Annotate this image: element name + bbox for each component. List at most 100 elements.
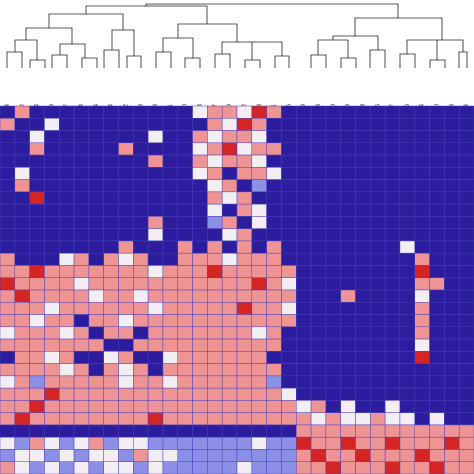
heatmap-cell — [133, 265, 149, 278]
heatmap-cell — [14, 400, 30, 413]
heatmap-cell — [429, 461, 445, 474]
heatmap-cell — [296, 252, 312, 266]
heatmap-cell — [88, 375, 104, 389]
heatmap-cell — [266, 118, 282, 131]
heatmap-cell — [266, 154, 282, 168]
heatmap-cell — [88, 363, 104, 377]
heatmap-cell — [73, 436, 90, 450]
heatmap-cell — [14, 179, 30, 193]
heatmap-cell — [118, 326, 134, 340]
heatmap-cell — [147, 387, 164, 401]
heatmap-cell — [325, 105, 341, 119]
heatmap-cell — [251, 461, 267, 474]
heatmap-cell — [281, 179, 297, 193]
heatmap-cell — [251, 302, 267, 315]
heatmap-cell — [266, 461, 282, 474]
heatmap-cell — [14, 154, 30, 168]
heatmap-cell — [162, 130, 178, 144]
heatmap-cell — [251, 326, 267, 340]
heatmap-cell — [73, 289, 90, 303]
heatmap-cell — [414, 461, 430, 474]
heatmap-cell — [177, 105, 193, 119]
heatmap-cell — [296, 105, 312, 119]
heatmap-cell — [73, 252, 90, 266]
heatmap-cell — [44, 154, 60, 168]
heatmap-cell — [14, 387, 30, 401]
heatmap-cell — [414, 289, 430, 303]
heatmap-cell — [236, 105, 253, 119]
heatmap-cell — [147, 154, 164, 168]
heatmap-cell — [59, 363, 75, 377]
heatmap-cell — [444, 461, 460, 474]
heatmap-cell — [458, 412, 474, 426]
heatmap-cell — [296, 400, 312, 413]
heatmap-cell — [384, 167, 401, 180]
heatmap-cell — [355, 228, 371, 242]
heatmap-cell — [0, 412, 16, 426]
heatmap-cell — [236, 351, 253, 364]
heatmap-cell — [429, 265, 445, 278]
heatmap-cell — [414, 142, 430, 156]
heatmap-cell — [310, 375, 327, 389]
heatmap-cell — [59, 387, 75, 401]
heatmap-cell — [221, 400, 238, 413]
heatmap-cell — [118, 142, 134, 156]
heatmap-cell — [133, 277, 149, 291]
heatmap-cell — [162, 154, 178, 168]
heatmap-cell — [296, 228, 312, 242]
heatmap-cell — [29, 154, 45, 168]
heatmap-cell — [310, 314, 327, 328]
heatmap-cell — [14, 142, 30, 156]
heatmap-cell — [133, 375, 149, 389]
heatmap-cell — [133, 449, 149, 462]
heatmap-cell — [207, 105, 223, 119]
heatmap-cell — [236, 277, 253, 291]
heatmap-cell — [458, 167, 474, 180]
heatmap-cell — [340, 289, 356, 303]
heatmap-cell — [59, 118, 75, 131]
heatmap-cell — [414, 118, 430, 131]
heatmap-cell — [429, 387, 445, 401]
heatmap-cell — [370, 375, 386, 389]
heatmap-cell — [266, 240, 282, 254]
heatmap-cell — [0, 387, 16, 401]
heatmap-cell — [340, 167, 356, 180]
heatmap-cell — [384, 375, 401, 389]
heatmap-cell — [325, 265, 341, 278]
heatmap-cell — [29, 142, 45, 156]
heatmap-cell — [221, 118, 238, 131]
heatmap-cell — [59, 216, 75, 229]
heatmap-cell — [0, 449, 16, 462]
heatmap-cell — [236, 216, 253, 229]
heatmap-cell — [399, 289, 415, 303]
heatmap-cell — [370, 338, 386, 352]
heatmap-cell — [133, 338, 149, 352]
heatmap-cell — [399, 240, 415, 254]
heatmap-cell — [103, 179, 119, 193]
heatmap-cell — [207, 130, 223, 144]
heatmap-cell — [370, 228, 386, 242]
heatmap-cell — [370, 105, 386, 119]
heatmap-cell — [0, 338, 16, 352]
heatmap-cell — [414, 240, 430, 254]
heatmap-cell — [399, 216, 415, 229]
heatmap-cell — [384, 142, 401, 156]
heatmap-cell — [444, 338, 460, 352]
heatmap-cell — [221, 179, 238, 193]
heatmap-cell — [429, 118, 445, 131]
heatmap-cell — [88, 326, 104, 340]
heatmap-cell — [399, 461, 415, 474]
heatmap-cell — [0, 167, 16, 180]
heatmap-cell — [0, 400, 16, 413]
heatmap-cell — [281, 363, 297, 377]
heatmap-cell — [355, 191, 371, 205]
heatmap-cell — [266, 363, 282, 377]
heatmap-cell — [133, 240, 149, 254]
heatmap-cell — [414, 363, 430, 377]
heatmap-cell — [296, 314, 312, 328]
heatmap-cell — [118, 216, 134, 229]
heatmap-cell — [325, 203, 341, 217]
heatmap-cell — [207, 375, 223, 389]
heatmap-cell — [370, 314, 386, 328]
heatmap-cell — [118, 167, 134, 180]
